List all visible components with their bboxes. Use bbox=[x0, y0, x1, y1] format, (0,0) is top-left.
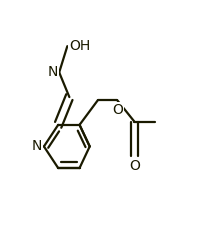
Text: N: N bbox=[32, 140, 42, 153]
Text: N: N bbox=[48, 65, 58, 79]
Text: O: O bbox=[129, 159, 140, 173]
Text: O: O bbox=[112, 103, 123, 117]
Text: OH: OH bbox=[69, 39, 90, 53]
